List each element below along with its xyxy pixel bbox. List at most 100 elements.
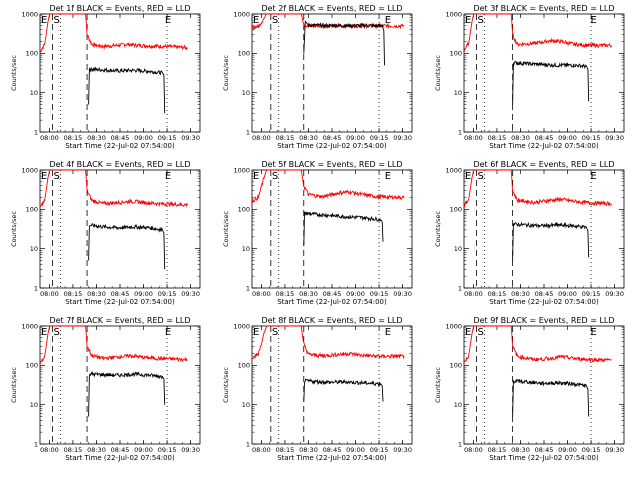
marker-label-S: S	[478, 327, 484, 338]
marker-label-E: E	[465, 171, 471, 182]
y-axis-label: Counts/sec	[10, 367, 18, 403]
y-tick-label: 1000	[21, 10, 38, 18]
x-tick-label: 08:45	[111, 446, 130, 454]
marker-label-S: S	[54, 327, 60, 338]
series-events-line	[88, 371, 166, 417]
x-tick-label: 09:15	[158, 446, 177, 454]
panel-4: Det 4f BLACK = Events, RED = LLD 1 10 100 10…	[10, 160, 201, 306]
plot-frame	[39, 325, 201, 445]
x-tick-label: 08:15	[276, 134, 295, 142]
y-tick-label: 1000	[445, 10, 462, 18]
marker-label-S: S	[272, 15, 278, 26]
x-tick-label: 08:00	[464, 290, 483, 298]
y-axis-label: Counts/sec	[10, 211, 18, 247]
y-tick-label: 1000	[21, 166, 38, 174]
y-tick-label: 1	[458, 440, 462, 448]
y-tick-label: 10	[454, 245, 462, 253]
x-tick-label: 08:00	[252, 446, 271, 454]
x-tick-label: 09:15	[158, 290, 177, 298]
y-tick-label: 1	[34, 128, 38, 136]
x-tick-label: 09:15	[582, 134, 601, 142]
x-tick-label: 09:30	[605, 290, 624, 298]
x-tick-label: 08:15	[64, 134, 83, 142]
panel-9: Det 9f BLACK = Events, RED = LLD 1 10 100 10…	[434, 316, 625, 462]
marker-label-E: E	[385, 15, 391, 26]
x-axis-label: Start Time (22-Jul-02 07:54:00)	[65, 142, 175, 150]
y-tick-label: 1000	[21, 322, 38, 330]
x-tick-label: 08:30	[511, 446, 530, 454]
marker-label-E: E	[590, 327, 596, 338]
x-tick-label: 09:00	[558, 290, 577, 298]
y-tick-label: 10	[30, 89, 38, 97]
y-axis-label: Counts/sec	[434, 211, 442, 247]
y-tick-label: 100	[26, 50, 38, 58]
marker-label-E: E	[253, 15, 259, 26]
marker-label-S: S	[478, 171, 484, 182]
y-tick-label: 100	[238, 362, 250, 370]
y-tick-label: 1	[246, 440, 250, 448]
y-tick-label: 10	[454, 89, 462, 97]
marker-label-E: E	[165, 327, 171, 338]
series-events-line	[303, 211, 384, 246]
x-tick-label: 09:30	[393, 446, 412, 454]
x-tick-label: 08:45	[111, 134, 130, 142]
marker-label-E: E	[165, 171, 171, 182]
y-tick-label: 1	[246, 284, 250, 292]
series-lld-line	[464, 14, 612, 52]
panel-title: Det 3f BLACK = Events, RED = LLD	[473, 4, 614, 13]
x-tick-label: 08:15	[488, 134, 507, 142]
series-lld-line	[40, 14, 188, 53]
x-tick-label: 08:15	[276, 290, 295, 298]
x-tick-label: 08:30	[87, 446, 106, 454]
marker-label-E: E	[385, 327, 391, 338]
marker-label-E: E	[590, 171, 596, 182]
plot-frame	[39, 13, 201, 133]
panel-6: Det 6f BLACK = Events, RED = LLD 1 10 100 10…	[434, 160, 625, 306]
y-tick-label: 100	[238, 50, 250, 58]
x-tick-label: 08:30	[511, 290, 530, 298]
y-tick-label: 1	[458, 284, 462, 292]
plot-frame	[39, 169, 201, 289]
marker-label-S: S	[478, 15, 484, 26]
x-tick-label: 08:00	[464, 134, 483, 142]
x-tick-label: 08:15	[488, 446, 507, 454]
y-axis-label: Counts/sec	[222, 211, 230, 247]
marker-label-E: E	[41, 171, 47, 182]
x-tick-label: 09:15	[582, 446, 601, 454]
x-axis-label: Start Time (22-Jul-02 07:54:00)	[277, 454, 387, 462]
x-tick-label: 08:30	[511, 134, 530, 142]
x-axis-label: Start Time (22-Jul-02 07:54:00)	[489, 142, 599, 150]
x-tick-label: 08:30	[299, 134, 318, 142]
x-axis-label: Start Time (22-Jul-02 07:54:00)	[65, 298, 175, 306]
y-tick-label: 10	[30, 245, 38, 253]
x-tick-label: 08:45	[323, 290, 342, 298]
x-tick-label: 09:15	[158, 134, 177, 142]
x-axis-label: Start Time (22-Jul-02 07:54:00)	[489, 454, 599, 462]
y-axis-label: Counts/sec	[222, 367, 230, 403]
x-axis-label: Start Time (22-Jul-02 07:54:00)	[277, 298, 387, 306]
panel-7: Det 7f BLACK = Events, RED = LLD 1 10 100 10…	[10, 316, 201, 462]
x-tick-label: 08:30	[299, 290, 318, 298]
y-axis-label: Counts/sec	[10, 55, 18, 91]
x-axis-label: Start Time (22-Jul-02 07:54:00)	[489, 298, 599, 306]
plot-frame	[463, 169, 625, 289]
y-tick-label: 10	[242, 401, 250, 409]
plot-frame	[251, 169, 413, 289]
plot-frame	[463, 325, 625, 445]
x-tick-label: 09:15	[370, 446, 389, 454]
y-tick-label: 1	[246, 128, 250, 136]
panel-title: Det 7f BLACK = Events, RED = LLD	[49, 316, 190, 325]
panel-title: Det 5f BLACK = Events, RED = LLD	[261, 160, 402, 169]
y-axis-label: Counts/sec	[434, 367, 442, 403]
series-events-line	[303, 20, 385, 66]
x-tick-label: 09:30	[605, 134, 624, 142]
x-tick-label: 08:30	[87, 290, 106, 298]
series-lld-line	[252, 170, 405, 204]
y-tick-label: 100	[450, 50, 462, 58]
y-axis-label: Counts/sec	[434, 55, 442, 91]
x-tick-label: 09:00	[134, 290, 153, 298]
panel-2: Det 2f BLACK = Events, RED = LLD 1 10 100 10…	[222, 4, 413, 150]
y-tick-label: 1000	[445, 322, 462, 330]
x-tick-label: 09:15	[370, 134, 389, 142]
